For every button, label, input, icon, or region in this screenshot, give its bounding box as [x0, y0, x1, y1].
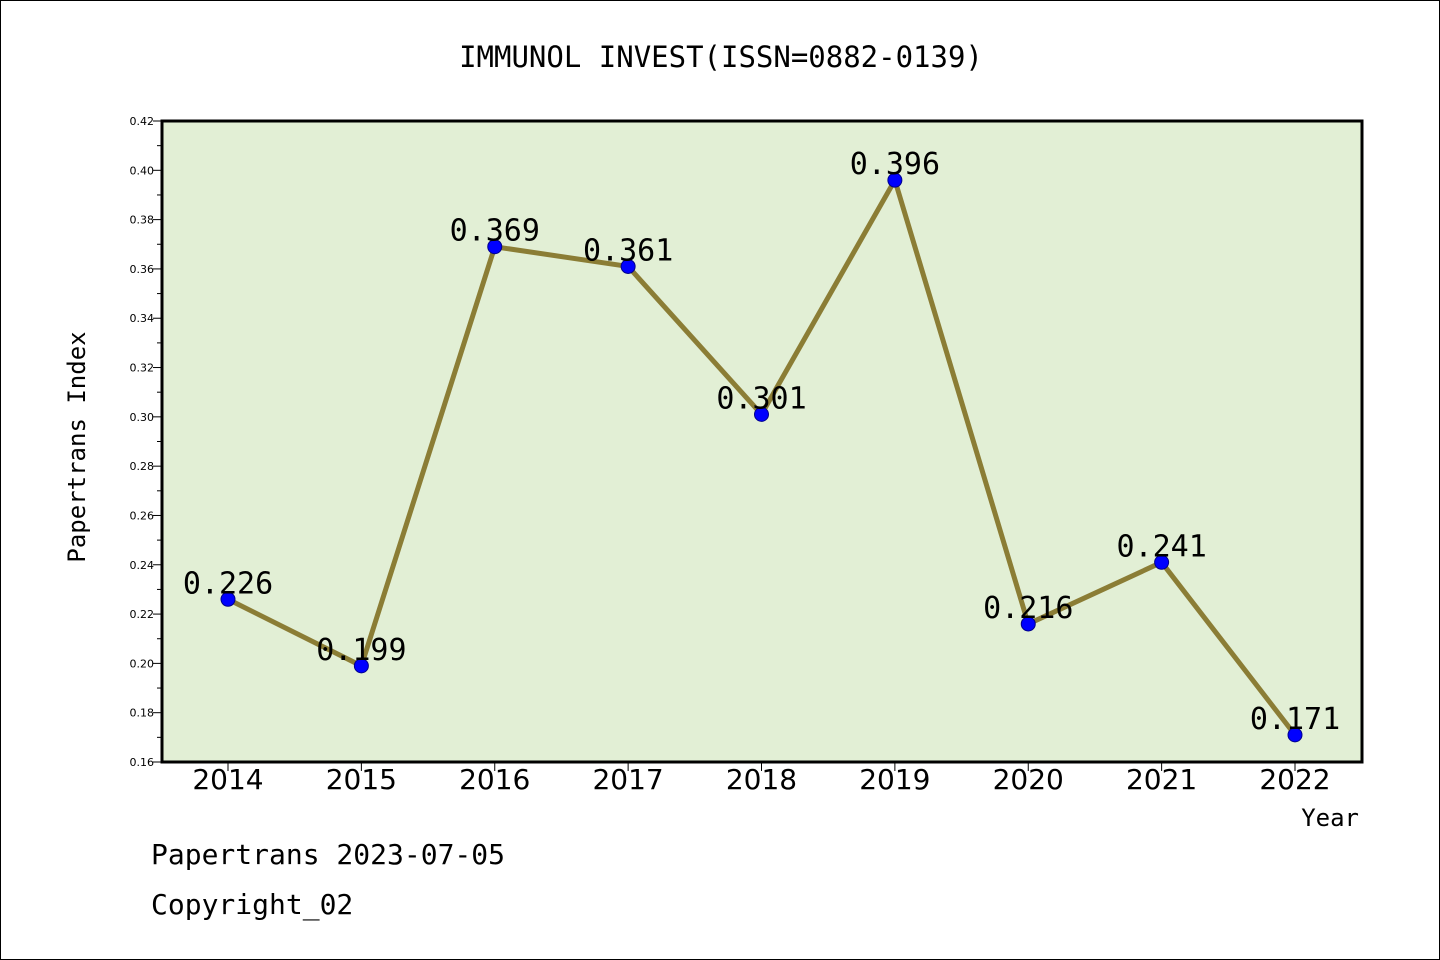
plot-area — [160, 119, 1364, 764]
x-tick-label: 2015 — [326, 763, 397, 796]
y-tick-label: 0.34 — [130, 312, 155, 325]
data-point — [1154, 554, 1170, 570]
x-tick-label: 2018 — [726, 763, 797, 796]
x-tick-label: 2022 — [1259, 763, 1330, 796]
data-point — [1287, 727, 1303, 743]
x-axis-ticks: 2014 2015 2016 2017 2018 2019 2020 2021 2022 — [192, 762, 1331, 796]
data-label: 0.216 — [983, 591, 1073, 626]
data-point — [487, 239, 503, 255]
x-tick-label: 2016 — [459, 763, 530, 796]
footer-source: Papertrans 2023-07-05 — [151, 838, 505, 871]
y-tick-label: 0.22 — [130, 608, 155, 621]
y-tick-label: 0.24 — [130, 559, 155, 572]
x-tick-label: 2014 — [192, 763, 263, 796]
y-tick-label: 0.32 — [130, 362, 155, 375]
y-tick-label: 0.38 — [130, 214, 155, 227]
data-label: 0.241 — [1116, 529, 1206, 564]
y-tick-label: 0.18 — [130, 707, 155, 720]
x-tick-label: 2019 — [859, 763, 930, 796]
x-tick-label: 2021 — [1126, 763, 1197, 796]
data-label: 0.199 — [316, 633, 406, 668]
data-point — [220, 591, 236, 607]
y-axis-ticks: 0.16 0.18 0.20 0.22 0.24 0.26 0.28 0.30 0.32 0.34… — [130, 115, 162, 769]
y-tick-label: 0.36 — [130, 263, 155, 276]
data-point — [353, 658, 369, 674]
x-tick-label: 2017 — [592, 763, 663, 796]
x-tick-label: 2020 — [993, 763, 1064, 796]
data-label: 0.361 — [583, 233, 673, 268]
x-axis-title: Year — [1301, 804, 1359, 832]
y-tick-label: 0.28 — [130, 460, 155, 473]
y-tick-label: 0.16 — [130, 756, 155, 769]
data-label: 0.396 — [850, 147, 940, 182]
y-tick-label: 0.30 — [130, 411, 155, 424]
data-label: 0.226 — [183, 566, 273, 601]
y-axis-title: Papertrans Index — [63, 331, 91, 562]
data-points — [220, 172, 1303, 743]
y-tick-label: 0.20 — [130, 657, 155, 670]
data-labels: 0.226 0.199 0.369 0.361 0.301 0.396 0.216 0.241… — [183, 147, 1340, 737]
data-point — [620, 258, 636, 274]
y-tick-label: 0.40 — [130, 164, 155, 177]
footer-copyright: Copyright_02 — [151, 888, 353, 922]
data-point — [1020, 616, 1036, 632]
data-label: 0.369 — [450, 214, 540, 249]
chart-title: IMMUNOL INVEST(ISSN=0882-0139) — [459, 40, 983, 74]
y-tick-label: 0.42 — [130, 115, 155, 128]
y-tick-label: 0.26 — [130, 509, 155, 522]
data-label: 0.171 — [1250, 702, 1340, 737]
data-point — [887, 172, 903, 188]
data-point — [754, 406, 769, 422]
data-label: 0.301 — [716, 381, 806, 416]
